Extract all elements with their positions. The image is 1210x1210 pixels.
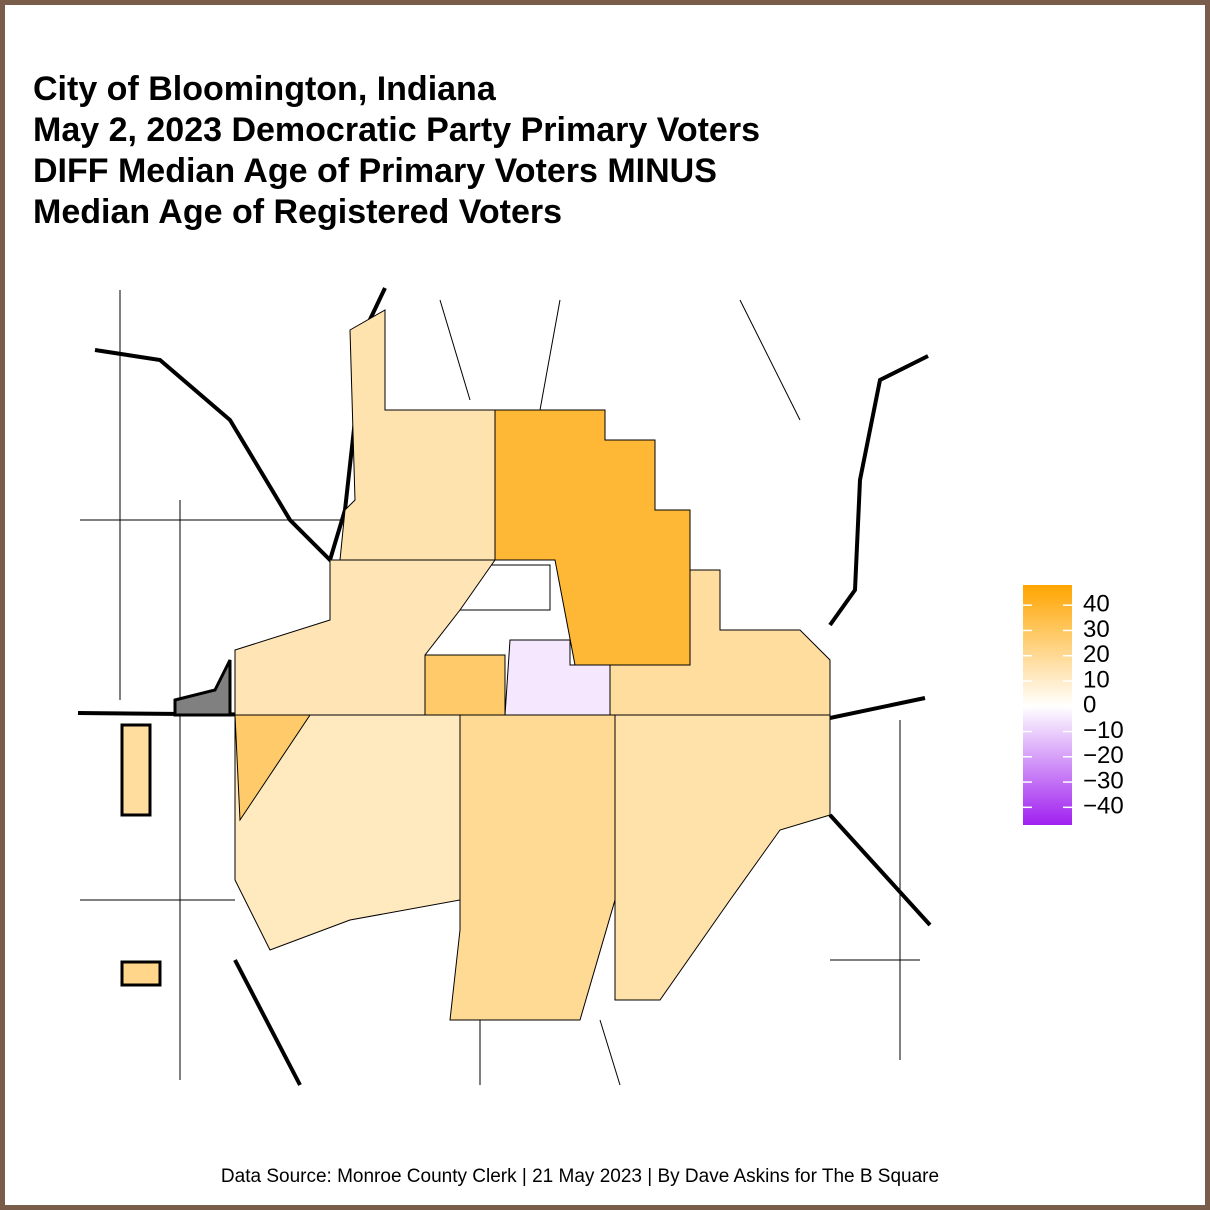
- tick-label: −30: [1083, 767, 1124, 794]
- road: [828, 813, 932, 927]
- regions: [120, 309, 831, 1021]
- tick-label: 10: [1083, 666, 1110, 693]
- road: [94, 287, 387, 564]
- tick-label: −20: [1083, 742, 1124, 769]
- title-line: May 2, 2023 Democratic Party Primary Vot…: [33, 111, 760, 149]
- caption: Data Source: Monroe County Clerk | 21 Ma…: [221, 1166, 939, 1187]
- precinct: [494, 409, 691, 666]
- precinct: [120, 960, 162, 987]
- colorbar: [1023, 585, 1072, 825]
- tick-label: −10: [1083, 717, 1124, 744]
- road: [828, 354, 929, 627]
- precinct: [173, 659, 232, 717]
- precinct: [609, 569, 831, 716]
- precinct: [120, 723, 152, 817]
- precinct: [234, 714, 311, 822]
- precinct: [339, 309, 496, 561]
- tick-label: 0: [1083, 692, 1096, 719]
- precinct: [424, 654, 506, 716]
- tick-label: 40: [1083, 591, 1110, 618]
- road: [80, 290, 920, 1086]
- tick-label: −40: [1083, 793, 1124, 820]
- precinct: [449, 714, 616, 1021]
- tick-label: 20: [1083, 641, 1110, 668]
- title-line: City of Bloomington, Indiana: [33, 70, 497, 108]
- title-line: DIFF Median Age of Primary Voters MINUS: [33, 152, 717, 190]
- precinct: [614, 714, 831, 1001]
- road: [233, 959, 302, 1086]
- title-line: Median Age of Registered Voters: [33, 193, 562, 231]
- tick-label: 30: [1083, 616, 1110, 643]
